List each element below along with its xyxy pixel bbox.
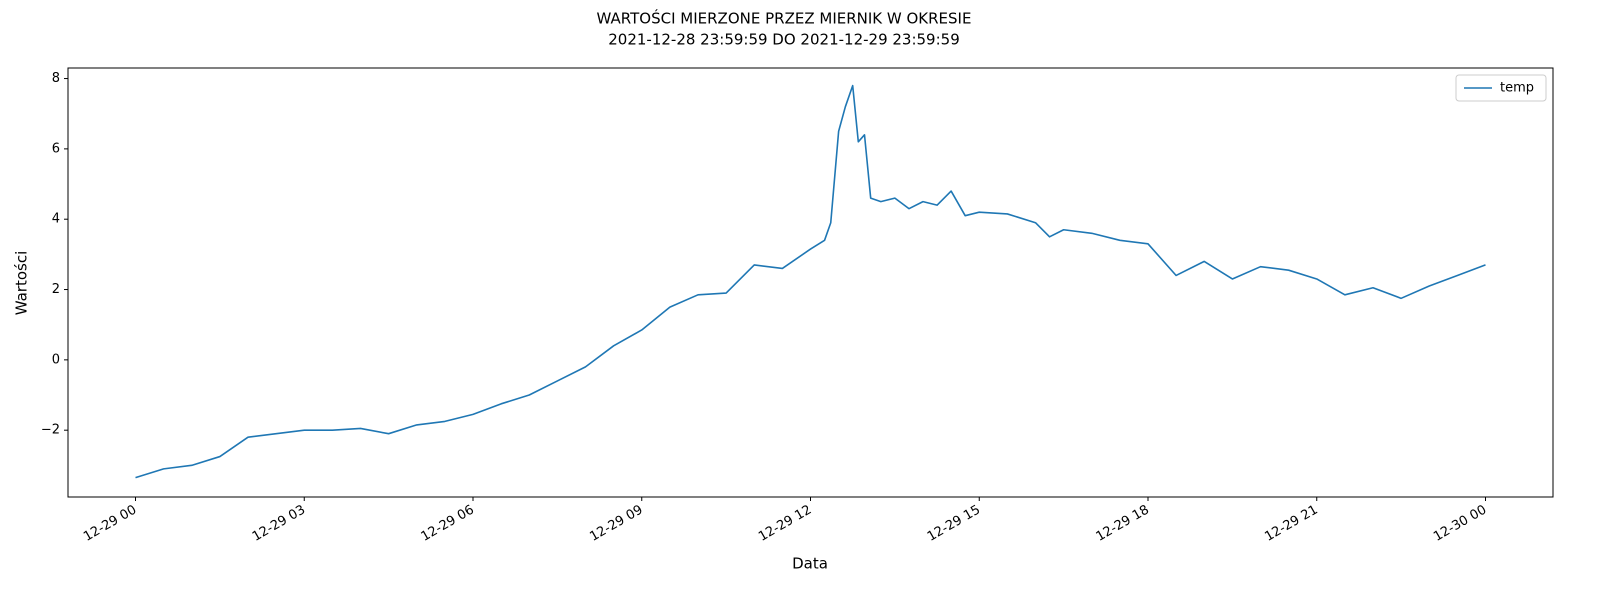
y-tick-label: 8: [52, 71, 60, 86]
y-tick-label: −2: [41, 423, 60, 438]
x-tick-label: 12-29 06: [419, 503, 477, 545]
x-tick-label: 12-29 15: [925, 503, 983, 545]
chart-title: WARTOŚCI MIERZONE PRZEZ MIERNIK W OKRESI…: [597, 9, 972, 28]
x-tick-label: 12-29 03: [250, 503, 308, 545]
data-line: [135, 84, 1486, 479]
x-tick-label: 12-29 00: [81, 503, 139, 545]
y-tick-label: 2: [52, 282, 60, 297]
y-tick-label: 6: [52, 141, 60, 156]
x-tick-label: 12-30 00: [1431, 503, 1489, 545]
x-tick-label: 12-29 21: [1262, 503, 1320, 545]
y-tick-label: 0: [52, 352, 60, 367]
x-tick-label: 12-29 09: [587, 503, 645, 545]
legend-box: [1455, 74, 1547, 102]
x-axis-label: Data: [792, 555, 828, 573]
x-tick-label: 12-29 12: [756, 503, 814, 545]
legend-label: temp: [1500, 81, 1534, 96]
y-axis-label: Wartości: [13, 251, 31, 316]
x-tick-label: 12-29 18: [1094, 503, 1152, 545]
chart-title: 2021-12-28 23:59:59 DO 2021-12-29 23:59:…: [608, 31, 960, 49]
y-tick-label: 4: [52, 212, 60, 227]
